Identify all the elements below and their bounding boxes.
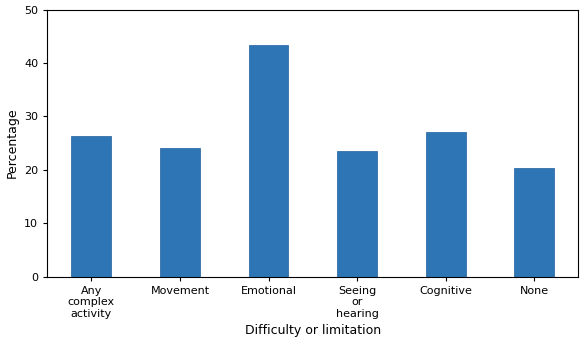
Y-axis label: Percentage: Percentage xyxy=(6,108,19,178)
Bar xyxy=(426,132,465,277)
Bar xyxy=(337,151,377,277)
X-axis label: Difficulty or limitation: Difficulty or limitation xyxy=(245,324,381,338)
Bar xyxy=(249,45,288,277)
Bar xyxy=(71,136,112,277)
Bar xyxy=(160,149,200,277)
Bar xyxy=(515,168,554,277)
